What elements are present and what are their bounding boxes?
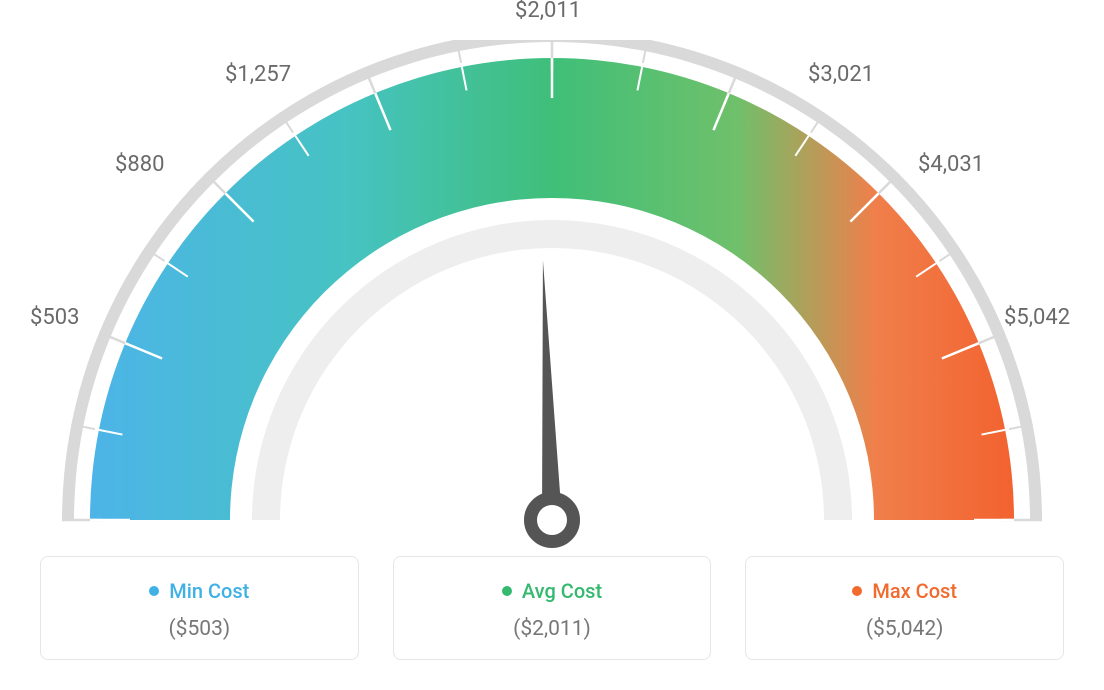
- dot-icon: [149, 586, 159, 596]
- legend-card-max: Max Cost ($5,042): [745, 556, 1064, 660]
- dot-icon: [502, 586, 512, 596]
- legend-row: Min Cost ($503) Avg Cost ($2,011) Max Co…: [40, 556, 1064, 660]
- dot-icon: [852, 586, 862, 596]
- legend-title-min: Min Cost: [169, 579, 249, 603]
- legend-value-max: ($5,042): [756, 617, 1053, 641]
- legend-card-avg: Avg Cost ($2,011): [393, 556, 712, 660]
- gauge-chart: $503 $880 $1,257 $2,011 $3,021 $4,031 $5…: [0, 0, 1104, 560]
- legend-title-avg: Avg Cost: [522, 579, 602, 603]
- legend-value-min: ($503): [51, 617, 348, 641]
- legend-card-min: Min Cost ($503): [40, 556, 359, 660]
- gauge-label-3: $2,011: [515, 0, 581, 23]
- gauge-svg: [32, 40, 1072, 564]
- legend-title-max: Max Cost: [872, 579, 957, 603]
- legend-value-avg: ($2,011): [404, 617, 701, 641]
